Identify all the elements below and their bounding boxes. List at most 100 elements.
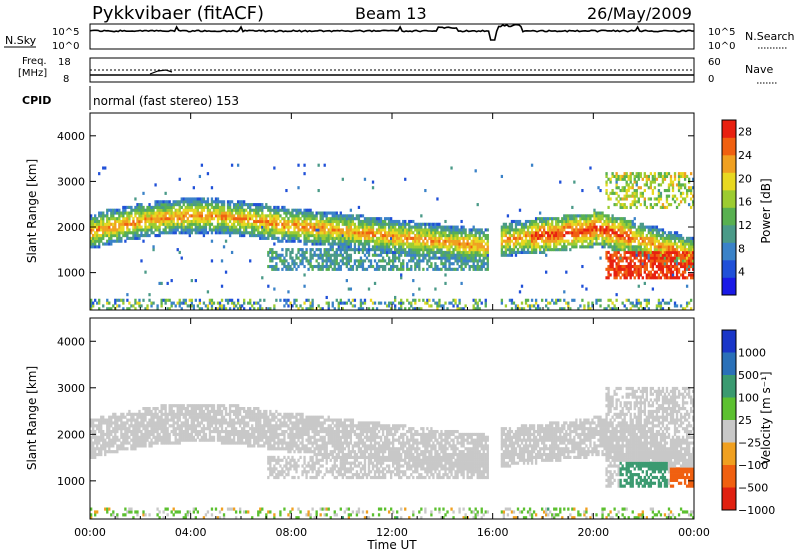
power-cell [522,234,526,238]
power-cell [623,304,626,308]
power-cell [478,267,481,271]
velocity-cell [90,429,93,434]
power-cell [206,222,210,226]
power-cell [186,205,189,209]
power-cell [518,307,522,311]
power-cell [502,250,506,255]
power-cell [146,304,149,308]
power-cell [434,267,437,271]
power-cell [581,245,584,249]
power-cell [400,273,403,277]
power-cell [633,177,636,181]
power-cell [685,256,689,260]
power-cell [373,267,377,271]
power-cell [120,236,123,240]
power-cell [178,208,181,212]
power-cell [241,304,244,308]
power-cell [679,234,683,238]
power-cell [311,231,314,235]
velocity-cell [130,510,133,514]
power-cell [647,301,650,305]
power-cell [303,253,306,257]
power-cell [675,253,679,257]
power-cell [347,245,351,249]
power-cell [102,219,105,224]
power-cell [379,234,383,238]
power-cell [158,231,161,235]
power-cell [559,248,562,252]
power-cell [687,256,691,260]
power-cell [607,214,610,218]
power-cell [442,245,445,249]
power-cell [619,197,622,201]
power-cell [651,253,655,257]
power-cell [329,245,332,249]
power-cell [204,231,208,235]
power-cell [357,307,361,311]
power-cell [665,188,669,193]
power-cell [418,264,421,269]
power-cell [406,250,409,255]
power-cell [454,234,457,238]
power-cell [325,236,328,240]
power-cell [444,236,447,240]
power-cell [629,236,632,240]
power-cell [611,188,614,193]
power-cell [138,304,141,308]
velocity-cell [130,424,133,428]
power-cell [108,222,111,226]
power-cell [456,262,459,266]
power-cell [132,231,135,235]
power-cell [142,234,145,238]
velocity-cell [112,438,115,442]
power-cell [601,245,604,249]
power-cell [520,231,524,235]
power-cell [257,205,260,209]
power-cell [593,242,596,246]
power-cell [339,298,342,302]
power-cell [625,256,628,260]
power-cell [442,256,445,260]
power-cell [418,259,421,263]
power-cell [563,222,566,226]
power-cell [329,256,332,260]
power-cell [367,307,371,311]
power-cell [432,298,435,302]
power-cell [118,231,121,235]
power-cell [526,219,530,224]
power-cell [142,211,145,215]
power-cell [192,186,195,190]
power-cell [543,239,546,243]
power-cell [434,262,437,266]
power-cell [450,253,453,257]
velocity-cell [146,427,149,431]
power-cell [510,250,514,255]
power-cell [615,262,618,266]
power-cell [126,219,129,224]
power-cell [329,253,332,257]
power-cell [619,219,622,224]
power-cell [587,301,590,305]
power-cell [641,236,644,240]
power-cell [190,203,193,207]
power-cell [647,270,650,274]
power-cell [381,250,385,255]
power-cell [198,200,202,204]
power-cell [140,228,143,232]
power-cell [506,245,510,249]
power-cell [472,248,475,252]
velocity-cell [118,444,121,448]
power-cell [116,234,119,238]
power-cell [345,231,348,235]
velocity-cell [140,415,143,419]
velocity-cell [116,438,119,442]
power-cell [359,242,363,246]
power-cell [261,307,264,311]
velocity-cell [98,447,101,451]
power-cell [114,225,117,229]
power-cell [311,242,314,246]
power-cell [214,214,218,218]
power-cell [659,242,663,246]
power-cell [593,217,596,221]
power-cell [94,298,97,302]
